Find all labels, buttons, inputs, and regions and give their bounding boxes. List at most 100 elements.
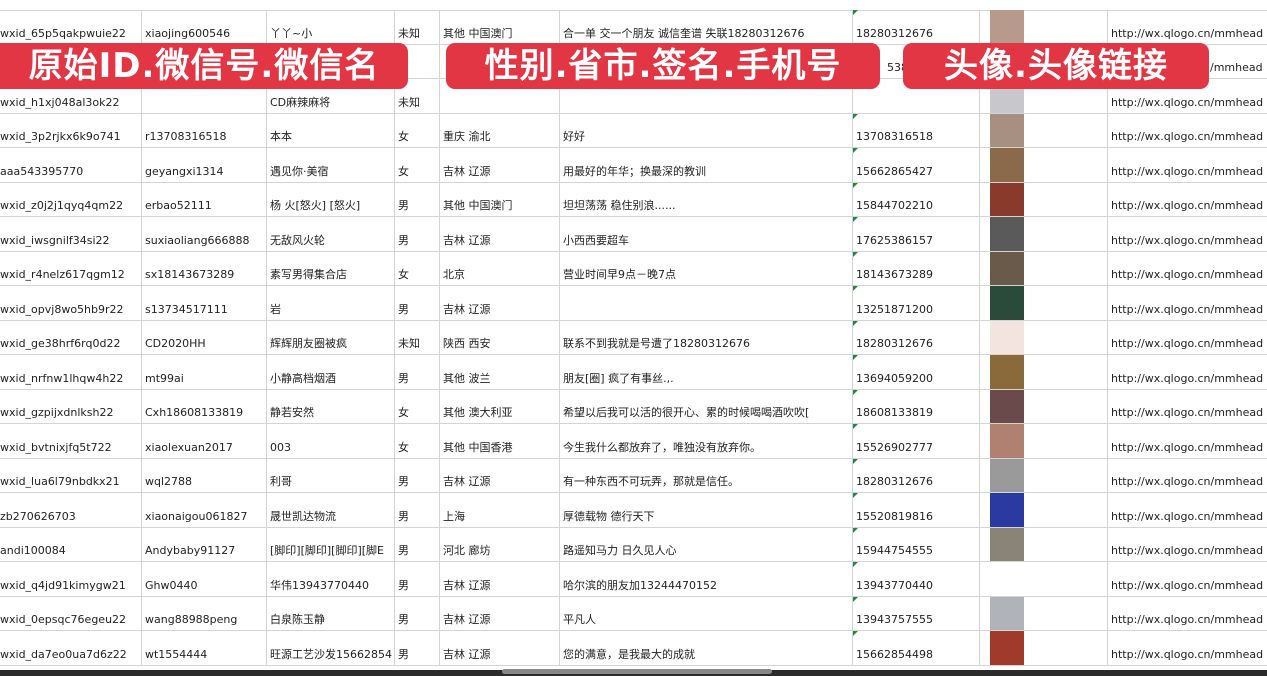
signature-cell[interactable]: 营业时间早9点－晚7点 [560,251,853,285]
wechat-number-cell[interactable]: xiaolexuan2017 [142,424,267,458]
region-cell[interactable]: 吉林 辽源 [440,631,560,665]
avatar-cell[interactable] [980,251,1108,285]
avatar-url-cell[interactable]: http://wx.qlogo.cn/mmhead [1111,268,1264,281]
avatar-cell[interactable] [980,148,1108,182]
avatar-url-cell[interactable]: http://wx.qlogo.cn/mmhead [1111,613,1264,626]
wechat-number-cell[interactable]: xiaonaigou061827 [142,493,267,527]
avatar-url-cell[interactable]: http://wx.qlogo.cn/mmhead [1111,95,1264,109]
region-cell[interactable]: 其他 中国澳门 [440,182,560,216]
signature-cell[interactable] [560,79,853,113]
original-id-cell[interactable]: wxid_da7eo0ua7d6z22 [0,631,142,665]
wechat-name-cell[interactable]: CD麻辣麻将 [267,79,395,113]
gender-cell[interactable]: 男 [395,562,440,596]
signature-cell[interactable] [560,286,853,320]
wechat-name-cell[interactable]: 本本 [267,113,395,147]
gender-cell[interactable]: 男 [395,217,440,251]
wechat-number-cell[interactable]: Ghw0440 [142,562,267,596]
gender-cell[interactable]: 男 [395,355,440,389]
avatar-url-cell[interactable]: http://wx.qlogo.cn/mmhead [1111,337,1264,350]
phone-cell[interactable]: 18280312676 [853,320,980,354]
region-cell[interactable]: 北京 [440,251,560,285]
region-cell[interactable]: 其他 波兰 [440,355,560,389]
avatar-cell[interactable] [980,286,1108,320]
wechat-number-cell[interactable]: geyangxi1314 [142,148,267,182]
original-id-cell[interactable]: aaa543395770 [0,148,142,182]
phone-cell[interactable]: 17625386157 [853,217,980,251]
original-id-cell[interactable]: wxid_65p5qakpwuie22 [0,10,142,44]
region-cell[interactable]: 陕西 西安 [440,320,560,354]
avatar-cell[interactable] [980,562,1108,596]
avatar-cell[interactable] [980,10,1108,44]
gender-cell[interactable] [395,44,440,78]
original-id-cell[interactable]: wxid_3p2rjkx6k9o741 [0,113,142,147]
wechat-number-cell[interactable]: wql2788 [142,458,267,492]
phone-cell[interactable]: 18143673289 [853,251,980,285]
phone-cell[interactable]: 13251871200 [853,286,980,320]
wechat-name-cell[interactable]: 辉辉朋友圈被疯 [267,320,395,354]
signature-cell[interactable]: 朋友[圈] 疯了有事丝.,. [560,355,853,389]
original-id-cell[interactable]: wxid_nrfnw1lhqw4h22 [0,355,142,389]
wechat-name-cell[interactable]: 白泉陈玉静 [267,596,395,630]
gender-cell[interactable]: 男 [395,631,440,665]
signature-cell[interactable]: 哈尔滨的朋友加13244470152 [560,562,853,596]
original-id-cell[interactable]: wxid_z0j2j1qyq4qm22 [0,182,142,216]
phone-cell[interactable]: 15526902777 [853,424,980,458]
phone-cell[interactable]: 18280312676 [853,458,980,492]
avatar-cell[interactable] [980,389,1108,423]
gender-cell[interactable]: 女 [395,251,440,285]
phone-cell[interactable]: 15662865427 [853,148,980,182]
avatar-url-cell[interactable]: http://wx.qlogo.cn/mmhead [1111,578,1264,592]
signature-cell[interactable]: 今生我什么都放弃了，唯独没有放弃你。 [560,424,853,458]
region-cell[interactable]: 吉林 辽源 [440,286,560,320]
phone-cell[interactable]: 18608133819 [853,389,980,423]
wechat-name-cell[interactable]: 小静高档烟酒 [267,355,395,389]
original-id-cell[interactable]: andi100084 [0,527,142,561]
wechat-number-cell[interactable]: Andybaby91127 [142,527,267,561]
wechat-name-cell[interactable]: 无敌风火轮 [267,217,395,251]
avatar-url-cell[interactable]: http://wx.qlogo.cn/mmhead [1111,233,1264,247]
wechat-name-cell[interactable]: 杨 火[怒火] [怒火] [267,182,395,216]
gender-cell[interactable]: 男 [395,596,440,630]
avatar-url-cell[interactable]: http://wx.qlogo.cn/mmhead [1111,199,1264,212]
wechat-name-cell[interactable]: 丫丫~小 [267,10,395,44]
phone-cell[interactable]: 13943770440 [853,562,980,596]
wechat-name-cell[interactable]: 华伟13943770440 [267,562,395,596]
gender-cell[interactable]: 女 [395,389,440,423]
gender-cell[interactable]: 女 [395,113,440,147]
signature-cell[interactable]: 坦坦荡荡 稳住别浪...... [560,182,853,216]
original-id-cell[interactable]: wxid_lua6l79nbdkx21 [0,458,142,492]
signature-cell[interactable]: 有一种东西不可玩弄，那就是信任。 [560,458,853,492]
wechat-number-cell[interactable]: suxiaoliang666888 [142,217,267,251]
signature-cell[interactable]: 小西西要超车 [560,217,853,251]
region-cell[interactable]: 其他 澳大利亚 [440,389,560,423]
wechat-number-cell[interactable]: erbao52111 [142,182,267,216]
avatar-cell[interactable] [980,355,1108,389]
phone-cell[interactable]: 15844702210 [853,182,980,216]
wechat-name-cell[interactable]: 晟世凯达物流 [267,493,395,527]
gender-cell[interactable]: 女 [395,424,440,458]
original-id-cell[interactable]: wxid_q4jd91kimygw21 [0,562,142,596]
avatar-url-cell[interactable]: http://wx.qlogo.cn/mmhead [1111,371,1264,385]
horizontal-scrollbar[interactable] [502,669,772,674]
signature-cell[interactable]: 您的满意，是我最大的成就 [560,631,853,665]
signature-cell[interactable]: 联系不到我就是号遭了18280312676 [560,320,853,354]
avatar-url-cell[interactable]: http://wx.qlogo.cn/mmhead [1111,440,1264,454]
phone-cell[interactable]: 15520819816 [853,493,980,527]
signature-cell[interactable]: 用最好的年华；换最深的教训 [560,148,853,182]
avatar-cell[interactable] [980,458,1108,492]
wechat-number-cell[interactable]: s13734517111 [142,286,267,320]
wechat-name-cell[interactable]: 旺源工艺沙发15662854 [267,631,395,665]
phone-cell[interactable]: 13708316518 [853,113,980,147]
wechat-number-cell[interactable]: wang88988peng [142,596,267,630]
original-id-cell[interactable]: zb270626703 [0,493,142,527]
original-id-cell[interactable]: wxid_h1xj048al3ok22 [0,79,142,113]
wechat-name-cell[interactable]: 素写男得集合店 [267,251,395,285]
wechat-number-cell[interactable]: wt1554444 [142,631,267,665]
region-cell[interactable]: 吉林 辽源 [440,562,560,596]
avatar-cell[interactable] [980,493,1108,527]
wechat-number-cell[interactable]: Cxh18608133819 [142,389,267,423]
gender-cell[interactable]: 女 [395,148,440,182]
original-id-cell[interactable]: wxid_ge38hrf6rq0d22 [0,320,142,354]
gender-cell[interactable]: 男 [395,527,440,561]
wechat-number-cell[interactable]: CD2020HH [142,320,267,354]
